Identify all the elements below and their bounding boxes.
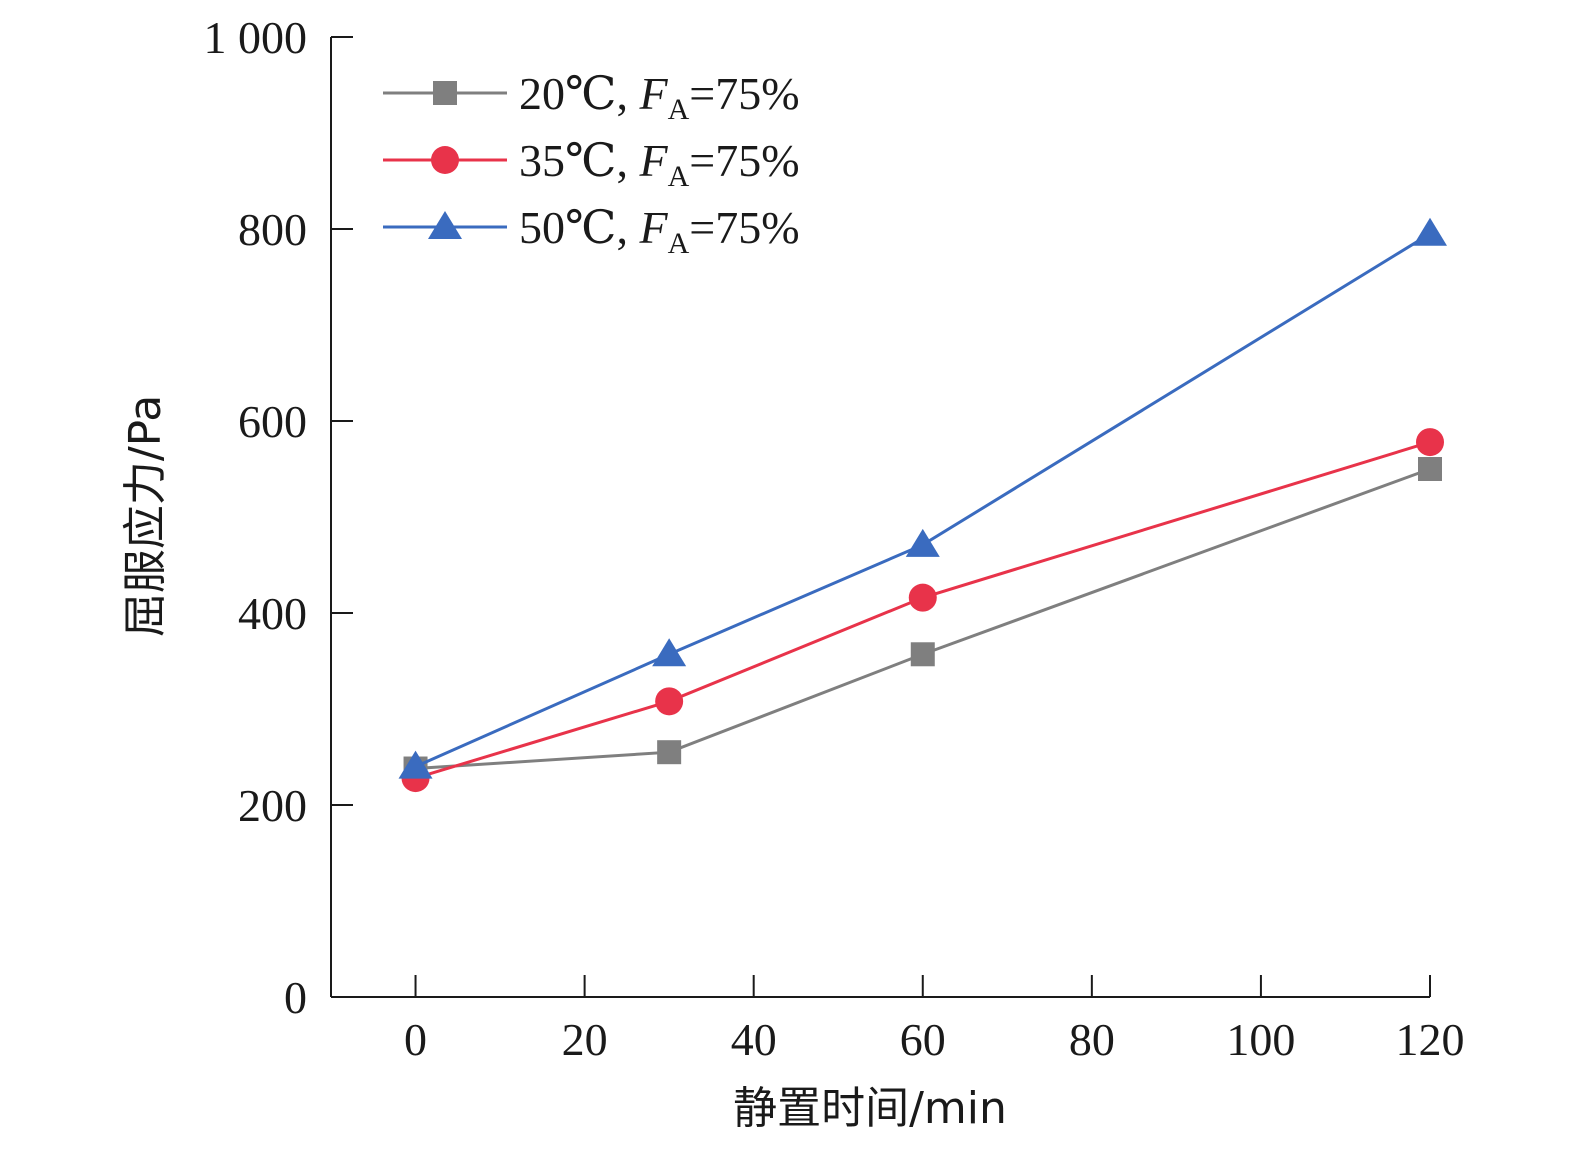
legend-entry: 35℃, FA=75% bbox=[383, 135, 800, 193]
data-point bbox=[908, 583, 937, 612]
data-point bbox=[1413, 217, 1447, 246]
legend-marker bbox=[431, 146, 459, 174]
data-point bbox=[652, 638, 687, 667]
y-tick-label: 1 000 bbox=[204, 12, 308, 63]
series-circle bbox=[401, 428, 1444, 793]
x-tick-label: 100 bbox=[1226, 1014, 1295, 1065]
legend-marker bbox=[433, 81, 457, 105]
data-point bbox=[905, 528, 940, 557]
x-tick-label: 60 bbox=[900, 1014, 946, 1065]
legend-label: 35℃, FA=75% bbox=[519, 135, 800, 193]
data-point bbox=[1418, 457, 1442, 481]
y-axis-title: 屈服应力/Pa bbox=[120, 395, 171, 637]
legend-marker bbox=[428, 211, 462, 239]
legend-label: 50℃, FA=75% bbox=[519, 202, 800, 260]
x-tick-label: 80 bbox=[1069, 1014, 1115, 1065]
y-tick-label: 0 bbox=[284, 972, 307, 1023]
series-line bbox=[414, 232, 1431, 768]
y-tick-label: 800 bbox=[238, 204, 307, 255]
series-triangle bbox=[398, 217, 1447, 779]
data-point bbox=[1416, 428, 1444, 457]
legend-entry: 50℃, FA=75% bbox=[383, 202, 800, 260]
legend-label: 20℃, FA=75% bbox=[519, 68, 800, 126]
data-point bbox=[398, 750, 433, 779]
series-group bbox=[398, 217, 1447, 793]
legend-entry: 20℃, FA=75% bbox=[383, 68, 800, 126]
series-line bbox=[415, 440, 1431, 780]
y-tick-label: 200 bbox=[238, 780, 307, 831]
data-point bbox=[655, 687, 684, 716]
x-axis-title: 静置时间/min bbox=[733, 1083, 1007, 1134]
data-point bbox=[910, 642, 935, 667]
axes: 0 200 400 600 800 1 000 0 20 40 60 80 100 120 bbox=[204, 12, 1465, 1065]
series-square bbox=[403, 457, 1442, 781]
x-tick-label: 120 bbox=[1396, 1014, 1465, 1065]
y-tick-label: 600 bbox=[238, 396, 307, 447]
y-tick-label: 400 bbox=[238, 588, 307, 639]
series-line bbox=[415, 467, 1431, 771]
x-tick-label: 0 bbox=[404, 1014, 427, 1065]
x-tick-label: 20 bbox=[562, 1014, 608, 1065]
data-point bbox=[657, 740, 682, 765]
x-tick-label: 40 bbox=[731, 1014, 777, 1065]
legend: 20℃, FA=75% 35℃, FA=75% 50℃, FA=75% bbox=[383, 68, 800, 260]
